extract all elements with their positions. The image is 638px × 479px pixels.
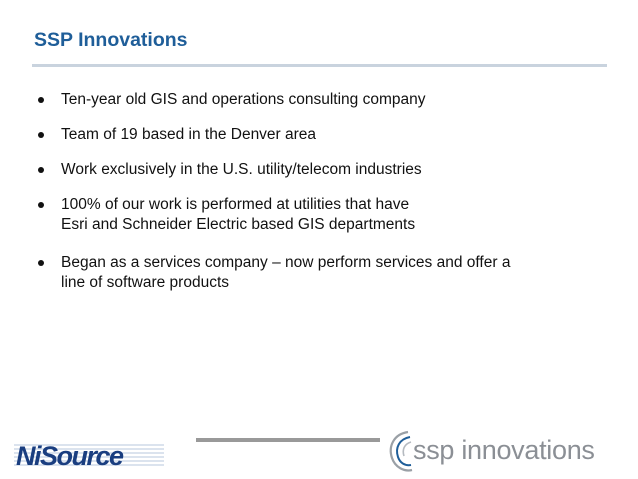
footer-bar [196, 438, 380, 442]
bullet-dot-icon [38, 132, 44, 138]
title-divider [32, 64, 607, 67]
slide-title: SSP Innovations [34, 29, 188, 51]
ssp-logo-text: ssp innovations [413, 435, 595, 465]
bullet-text: Work exclusively in the U.S. utility/tel… [61, 161, 422, 178]
bullet-dot-icon [38, 97, 44, 103]
bullet-item: Began as a services company – now perfor… [36, 253, 616, 293]
bullet-dot-icon [38, 202, 44, 208]
bullet-item: Ten-year old GIS and operations consulti… [36, 90, 616, 110]
bullet-text: Began as a services company – now perfor… [61, 254, 511, 271]
bullet-text: Team of 19 based in the Denver area [61, 126, 317, 143]
bullet-dot-icon [38, 167, 44, 173]
bullet-text: Ten-year old GIS and operations consulti… [61, 91, 426, 108]
nisource-logo: NiSource [14, 439, 164, 473]
bullet-item: 100% of our work is performed at utiliti… [36, 195, 616, 235]
ssp-swirl-icon [389, 430, 413, 472]
nisource-logo-art [14, 444, 164, 466]
bullet-list: Ten-year old GIS and operations consulti… [36, 90, 616, 311]
bullet-dot-icon [38, 260, 44, 266]
bullet-item: Work exclusively in the U.S. utility/tel… [36, 160, 616, 180]
ssp-innovations-logo: ssp innovations [386, 428, 604, 474]
bullet-text: 100% of our work is performed at utiliti… [61, 196, 410, 213]
bullet-text: line of software products [61, 274, 230, 291]
nisource-logo-text: NiSource [16, 441, 124, 471]
bullet-text: Esri and Schneider Electric based GIS de… [61, 216, 416, 233]
bullet-item: Team of 19 based in the Denver area [36, 125, 616, 145]
